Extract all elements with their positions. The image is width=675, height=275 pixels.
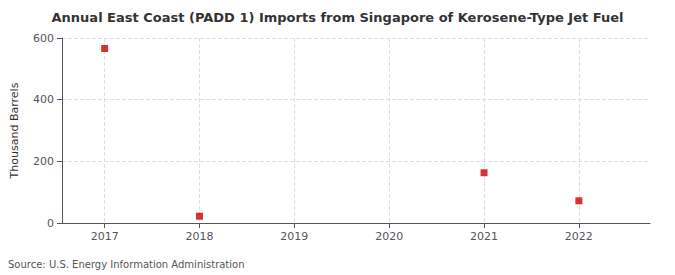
svg-text:400: 400 <box>33 93 54 106</box>
svg-text:Annual East Coast (PADD 1) Imp: Annual East Coast (PADD 1) Imports from … <box>52 10 624 25</box>
svg-text:200: 200 <box>33 155 54 168</box>
svg-text:600: 600 <box>33 32 54 45</box>
svg-text:2020: 2020 <box>375 230 403 243</box>
svg-text:2019: 2019 <box>280 230 308 243</box>
svg-text:0: 0 <box>47 217 54 230</box>
svg-text:2022: 2022 <box>565 230 593 243</box>
svg-text:2017: 2017 <box>91 230 119 243</box>
svg-text:Source: U.S. Energy Informatio: Source: U.S. Energy Information Administ… <box>8 259 245 270</box>
svg-text:2018: 2018 <box>186 230 214 243</box>
svg-text:Thousand Barrels: Thousand Barrels <box>8 82 21 179</box>
svg-text:2021: 2021 <box>470 230 498 243</box>
